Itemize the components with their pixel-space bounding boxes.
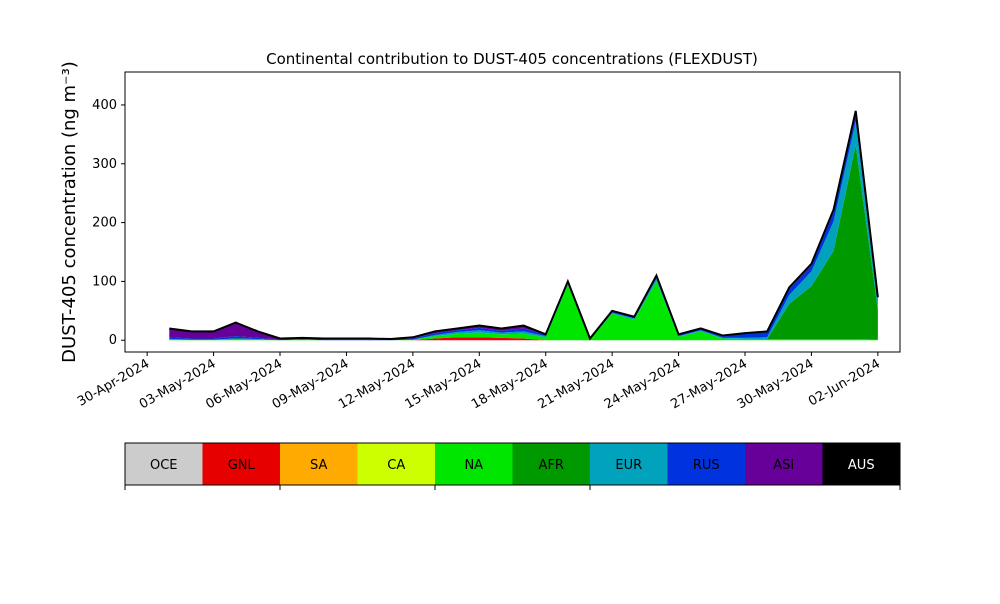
legend-label: ASI [773, 458, 794, 473]
legend-swatch [357, 443, 435, 485]
area [169, 110, 878, 340]
legend-label: CA [387, 458, 405, 473]
area [169, 110, 879, 341]
area [169, 144, 878, 341]
legend-label: AFR [539, 458, 564, 473]
area [169, 115, 878, 341]
y-axis-label: DUST-405 concentration (ng m⁻³) [59, 61, 80, 363]
plot-frame [124, 71, 901, 353]
areas [169, 110, 879, 341]
legend-label: EUR [615, 458, 642, 473]
legend-swatch [435, 443, 513, 485]
chart-title: Continental contribution to DUST-405 con… [266, 50, 758, 68]
legend-label: NA [464, 458, 483, 473]
x-tick-label: 02-Jun-2024 [806, 356, 883, 409]
y-tick-label: 400 [92, 98, 117, 113]
legend-label: RUS [693, 458, 720, 473]
legend-label: AUS [848, 458, 875, 473]
legend-label: SA [310, 458, 327, 473]
y-tick-label: 200 [92, 216, 117, 231]
legend-swatch [745, 443, 823, 485]
legend-swatch [590, 443, 668, 485]
y-tick-label: 100 [92, 274, 117, 289]
area [169, 121, 878, 341]
legend-swatch [125, 443, 203, 485]
legend-swatch [822, 443, 900, 485]
legend-label: GNL [228, 458, 256, 473]
legend-frame [124, 442, 901, 486]
legend-swatch [202, 443, 280, 485]
legend-swatch [667, 443, 745, 485]
legend-swatch [280, 443, 358, 485]
y-tick-label: 0 [109, 333, 117, 348]
legend-label: OCE [150, 458, 178, 473]
legend: OCE GNL SA CA NA AFR EUR RUS ASI AUS [124, 442, 901, 486]
colorbar-ticks [124, 485, 901, 490]
area [169, 337, 878, 341]
y-tick-label: 300 [92, 157, 117, 172]
legend-swatch [512, 443, 590, 485]
